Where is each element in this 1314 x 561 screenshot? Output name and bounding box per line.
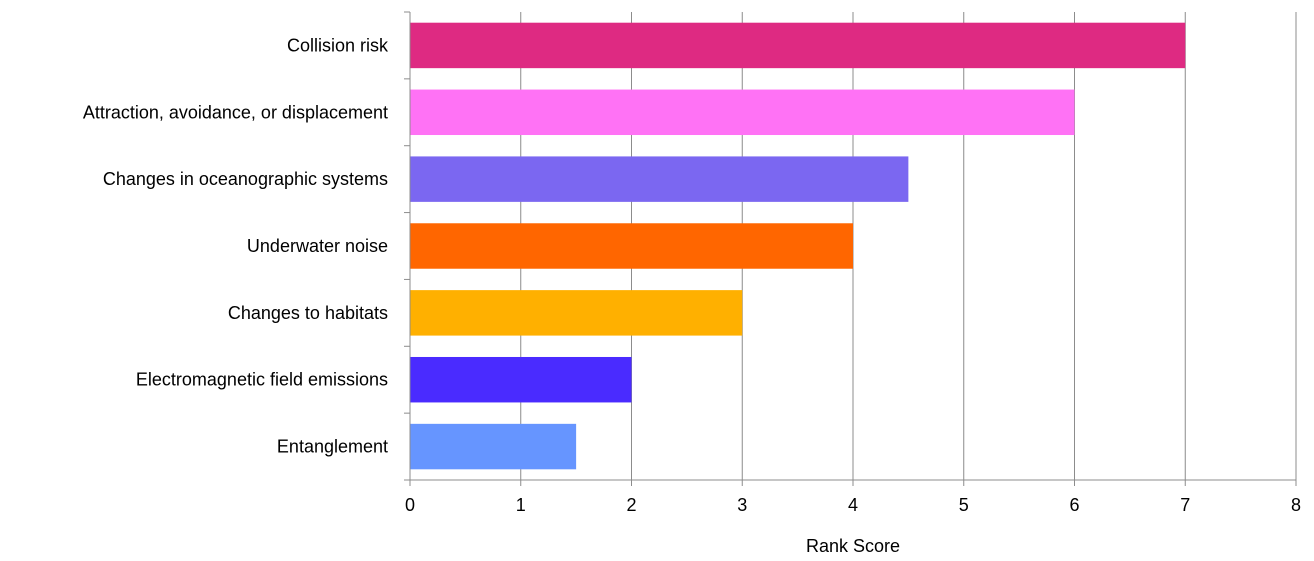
x-tick-label: 2 [626,495,636,515]
bar [410,356,632,403]
axes [404,11,1297,486]
bar [410,290,743,336]
bars [410,22,1186,470]
bar [410,423,577,470]
x-tick-label: 1 [516,495,526,515]
category-label: Entanglement [277,437,388,457]
category-label: Underwater noise [247,236,388,256]
bar [410,22,1186,69]
x-tick-label: 3 [737,495,747,515]
x-tick-label: 8 [1291,495,1301,515]
x-axis-title: Rank Score [806,536,900,556]
category-label: Changes to habitats [228,303,388,323]
category-label: Collision risk [287,35,389,55]
category-label: Attraction, avoidance, or displacement [83,102,388,122]
category-labels: Collision risk Attraction, avoidance, or … [83,35,389,456]
category-label: Electromagnetic field emissions [136,370,388,390]
bar [410,89,1075,136]
x-tick-label: 0 [405,495,415,515]
category-label: Changes in oceanographic systems [103,169,388,189]
x-tick-label: 7 [1180,495,1190,515]
x-tick-label: 4 [848,495,858,515]
x-tick-label: 6 [1069,495,1079,515]
x-tick-label: 5 [959,495,969,515]
bar [410,156,909,202]
x-tick-labels: 0 1 2 3 4 5 6 7 8 [405,495,1301,515]
bar [410,223,853,269]
